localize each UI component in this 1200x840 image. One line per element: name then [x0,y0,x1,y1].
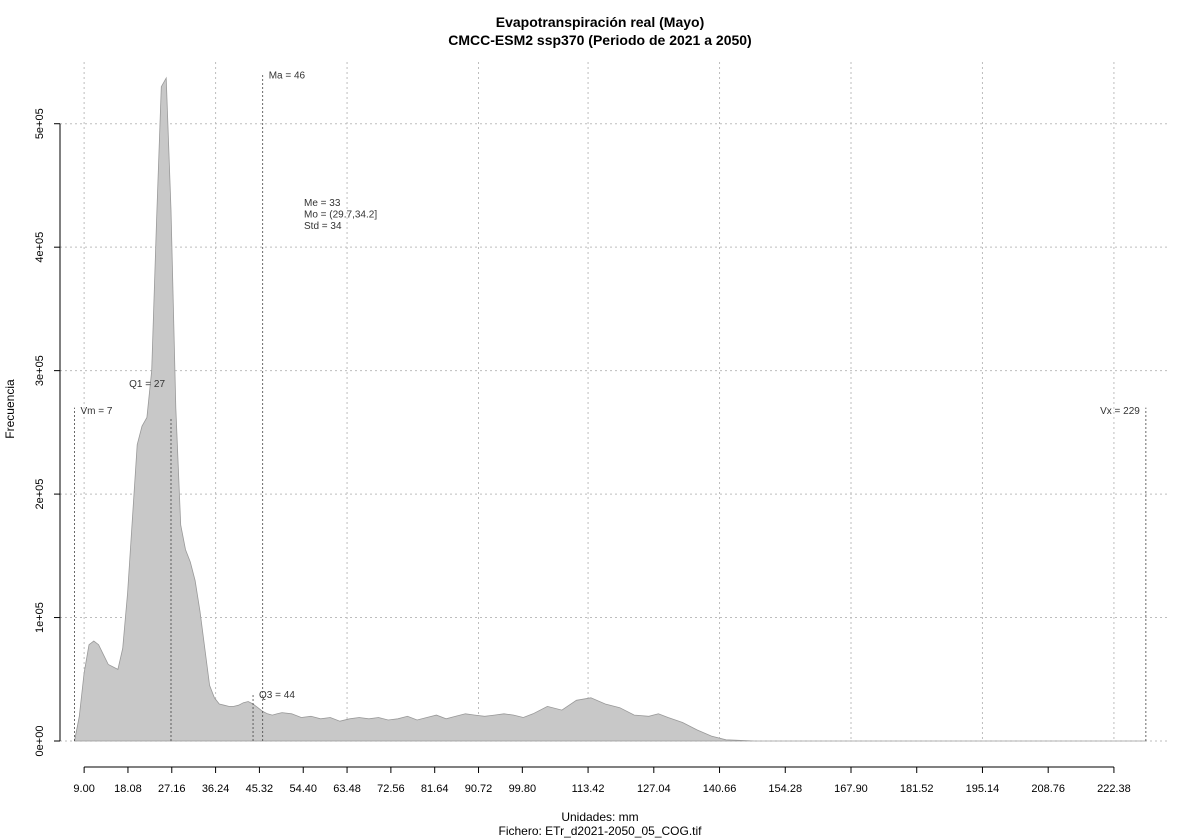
y-tick-label: 3e+05 [34,355,46,386]
x-tick-label: 195.14 [966,783,1000,795]
annotation-label: Vm = 7 [80,406,112,417]
annotation-label: Vx = 229 [1100,406,1140,417]
y-tick-label: 2e+05 [34,479,46,510]
chart-title: Evapotranspiración real (Mayo) [495,14,705,30]
y-tick-label: 1e+05 [34,602,46,633]
stats-label: Mo = (29.7,34.2] [304,210,377,221]
x-tick-label: 36.24 [202,783,230,795]
y-tick-label: 5e+05 [34,108,46,139]
chart-subtitle: CMCC-ESM2 ssp370 (Periodo de 2021 a 2050… [448,32,752,48]
annotation-label: Q1 = 27 [129,379,165,390]
x-tick-label: 27.16 [158,783,186,795]
density-area [74,76,1146,742]
x-tick-label: 90.72 [465,783,493,795]
x-tick-label: 54.40 [289,783,317,795]
x-tick-label: 208.76 [1031,783,1065,795]
y-tick-label: 4e+05 [34,232,46,263]
density-area-layer [74,76,1146,742]
x-tick-label: 81.64 [421,783,449,795]
y-axis-label: Frecuencia [3,379,17,439]
x-tick-label: 222.38 [1097,783,1131,795]
x-tick-label: 154.28 [768,783,802,795]
x-tick-label: 127.04 [637,783,671,795]
file-caption: Fichero: ETr_d2021-2050_05_COG.tif [498,824,702,838]
stats-label: Me = 33 [304,198,341,209]
grid [60,62,1170,742]
x-axis-label: Unidades: mm [561,810,639,824]
x-tick-label: 9.00 [73,783,94,795]
annotation-label: Ma = 46 [269,70,306,81]
x-tick-label: 63.48 [333,783,361,795]
x-tick-label: 113.42 [572,783,605,795]
x-tick-label: 140.66 [703,783,737,795]
annotations-layer: Vm = 7 Q1 = 27 Q3 = 44 Ma = 46 Vx = 229 Me = … [74,70,1147,741]
y-tick-label: 0e+00 [34,726,46,757]
x-tick-label: 72.56 [377,783,405,795]
stats-label: Std = 34 [304,221,342,232]
annotation-label: Q3 = 44 [259,690,295,701]
x-tick-label: 181.52 [900,783,934,795]
x-tick-label: 99.80 [509,783,537,795]
x-tick-label: 45.32 [246,783,274,795]
x-tick-label: 18.08 [114,783,142,795]
axes: 0e+00 1e+05 2e+05 3e+05 4e+05 5e+05 9.00 18.08 2… [34,108,1131,795]
x-tick-label: 167.90 [834,783,868,795]
